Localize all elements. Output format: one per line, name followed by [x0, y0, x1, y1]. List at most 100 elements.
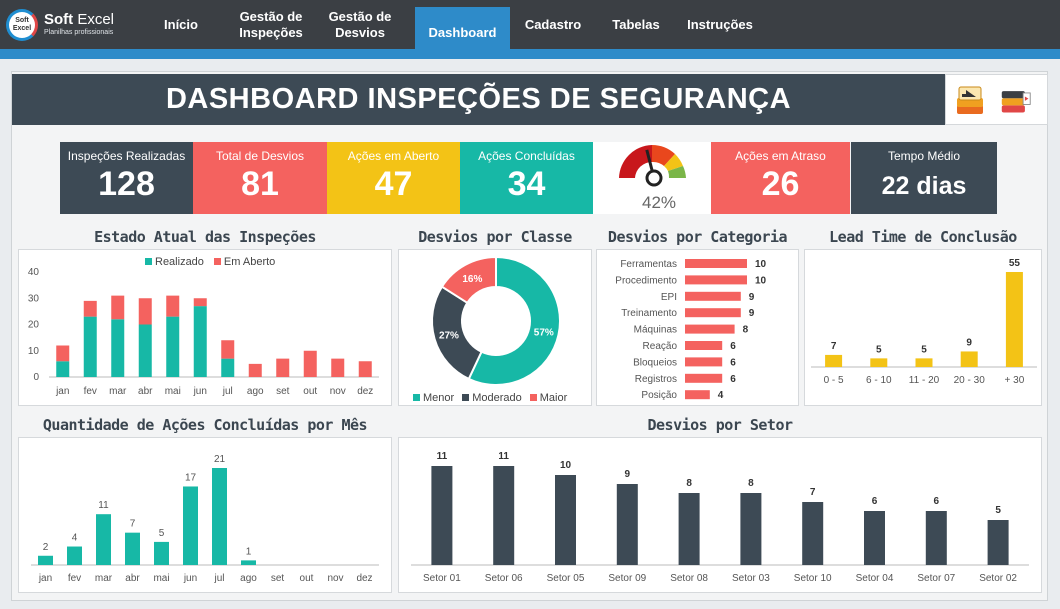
categoria-label-bloqueios: Bloqueios [633, 357, 677, 368]
nav-item-inicio[interactable]: Início [164, 16, 198, 32]
section-title-estado: Estado Atual das Inspeções [94, 228, 316, 246]
acoes-value-jun: 17 [185, 472, 197, 483]
setor-bar-setor-06 [493, 466, 515, 565]
categoria-label-ferramentas: Ferramentas [620, 259, 677, 270]
categoria-label-procedimento: Procedimento [615, 275, 677, 286]
chart-desvios-classe: 57% 27% 16% Menor Moderado Maior [398, 249, 592, 406]
lead-bar-11-20 [915, 358, 933, 367]
setor-bar-setor-04 [864, 511, 885, 565]
acoes-x-label-abr: abr [125, 573, 140, 584]
lead-value-11-20: 5 [921, 344, 927, 355]
kpi-desvios: Total de Desvios 81 [193, 142, 327, 214]
acoes-x-label-jun: jun [183, 573, 197, 584]
nav-item-gestao-desvios[interactable]: Gestão de Desvios [328, 8, 392, 40]
back-arrow-icon[interactable] [954, 83, 986, 117]
estado-bar-em-aberto-out [303, 350, 317, 377]
estado-bar-em-aberto-mar [111, 295, 125, 320]
estado-bar-em-aberto-nov [331, 358, 345, 377]
donut-slice-menor [467, 255, 561, 386]
setor-x-label-setor-10: Setor 10 [794, 573, 832, 584]
acoes-x-label-dez: dez [356, 573, 372, 584]
acoes-x-label-fev: fev [68, 573, 81, 584]
kpi-inspecoes-label: Inspeções Realizadas [67, 149, 186, 163]
acoes-bar-mar [96, 514, 111, 565]
legend-swatch-menor [413, 394, 420, 401]
nav-item-instrucoes[interactable]: Instruções [687, 16, 753, 32]
gauge-segment-yellow [664, 154, 683, 171]
kpi-acoes-concluidas-label: Ações Concluídas [478, 149, 575, 163]
acoes-svg: 2 jan 4 fev 11 mar 7 abr 5 mai 17 jun 21 jul 1 ago set ou… [31, 454, 379, 584]
categoria-svg: Ferramentas 10 Procedimento 10 EPI 9 Treinamen… [615, 259, 767, 401]
categoria-bar-posicao [685, 390, 710, 400]
legend-swatch-moderado [462, 394, 470, 401]
acoes-value-jan: 2 [43, 542, 49, 553]
estado-bar-em-aberto-jan [56, 345, 70, 362]
lead-value-6-10: 5 [876, 344, 882, 355]
acoes-bar-jun [183, 486, 198, 565]
page-title: DASHBOARD INSPEÇÕES DE SEGURANÇA [12, 74, 945, 125]
setor-x-label-setor-06: Setor 06 [485, 573, 523, 584]
lead-bar-0-5 [825, 354, 843, 367]
setor-x-label-setor-08: Setor 08 [670, 573, 708, 584]
nav-item-tabelas[interactable]: Tabelas [612, 16, 660, 32]
logo[interactable]: Soft Excel Soft Excel Planilhas profissi… [6, 7, 114, 43]
lead-bar-30 [1005, 272, 1023, 367]
logo-text: Soft Excel Planilhas profissionais [44, 12, 114, 38]
categoria-label-epi: EPI [661, 292, 677, 303]
acoes-x-label-ago: ago [240, 573, 257, 584]
categoria-bar-reacao [685, 341, 723, 350]
lead-x-label-11-20: 11 - 20 [909, 375, 940, 386]
estado-bar-em-aberto-abr [138, 298, 152, 325]
categoria-bar-maquinas [685, 324, 735, 334]
estado-x-label-jul: jul [222, 386, 233, 397]
estado-bar-em-aberto-dez [358, 361, 372, 377]
categoria-value-ferramentas: 10 [755, 259, 767, 270]
categoria-bar-bloqueios [685, 357, 723, 367]
estado-bar-em-aberto-fev [83, 300, 97, 317]
categoria-bar-treinamento [685, 308, 741, 318]
nav-item-gestao-inspecoes[interactable]: Gestão de Inspeções [239, 8, 303, 40]
nav-item-cadastro[interactable]: Cadastro [524, 16, 582, 32]
lead-x-label-6-10: 6 - 10 [866, 375, 892, 386]
setor-value-setor-08: 8 [686, 478, 692, 489]
setor-value-setor-07: 6 [934, 496, 940, 507]
kpi-tempo-medio-value: 22 dias [881, 172, 967, 200]
section-title-lead-time: Lead Time de Conclusão [829, 228, 1017, 246]
section-title-classe: Desvios por Classe [418, 228, 572, 246]
categoria-label-treinamento: Treinamento [621, 308, 677, 319]
section-title-setor: Desvios por Setor [647, 416, 793, 434]
legend-item-realizado: Realizado [145, 256, 204, 268]
database-export-icon[interactable] [1000, 83, 1032, 117]
legend-label-menor: Menor [423, 392, 455, 404]
acoes-value-abr: 7 [130, 519, 136, 530]
acoes-bar-mai [154, 541, 169, 565]
lead-value-0-5: 7 [831, 341, 837, 352]
estado-bar-realizado-fev [83, 316, 97, 377]
categoria-bar-registros [685, 373, 723, 383]
categoria-label-posicao: Posição [641, 390, 677, 401]
estado-bar-realizado-mai [166, 316, 180, 377]
setor-x-label-setor-03: Setor 03 [732, 573, 770, 584]
setor-x-label-setor-05: Setor 05 [547, 573, 585, 584]
setor-value-setor-05: 10 [560, 460, 572, 471]
categoria-value-registros: 6 [730, 374, 736, 385]
estado-bar-realizado-jan [56, 361, 70, 377]
legend-item-em-aberto: Em Aberto [213, 256, 275, 268]
estado-x-label-dez: dez [357, 386, 373, 397]
setor-bar-setor-01 [431, 466, 453, 565]
chart-desvios-categoria: Ferramentas 10 Procedimento 10 EPI 9 Treinamen… [596, 249, 799, 406]
lead-value-30: 55 [1009, 258, 1021, 269]
legend-swatch-em-aberto [213, 258, 221, 265]
donut-slice-maior [440, 255, 497, 305]
estado-bar-realizado-abr [138, 324, 152, 377]
estado-legend: Realizado Em Aberto [145, 256, 275, 268]
gauge-chart: 42% [619, 145, 686, 212]
legend-swatch-realizado [145, 258, 152, 265]
categoria-value-bloqueios: 6 [730, 357, 736, 368]
estado-bar-realizado-jun [193, 306, 207, 377]
lead-x-label-30: + 30 [1005, 375, 1025, 386]
logo-subtitle: Planilhas profissionais [44, 29, 114, 36]
classe-legend: Menor Moderado Maior [413, 392, 567, 404]
kpi-acoes-atraso: Ações em Atraso 26 [711, 142, 850, 214]
